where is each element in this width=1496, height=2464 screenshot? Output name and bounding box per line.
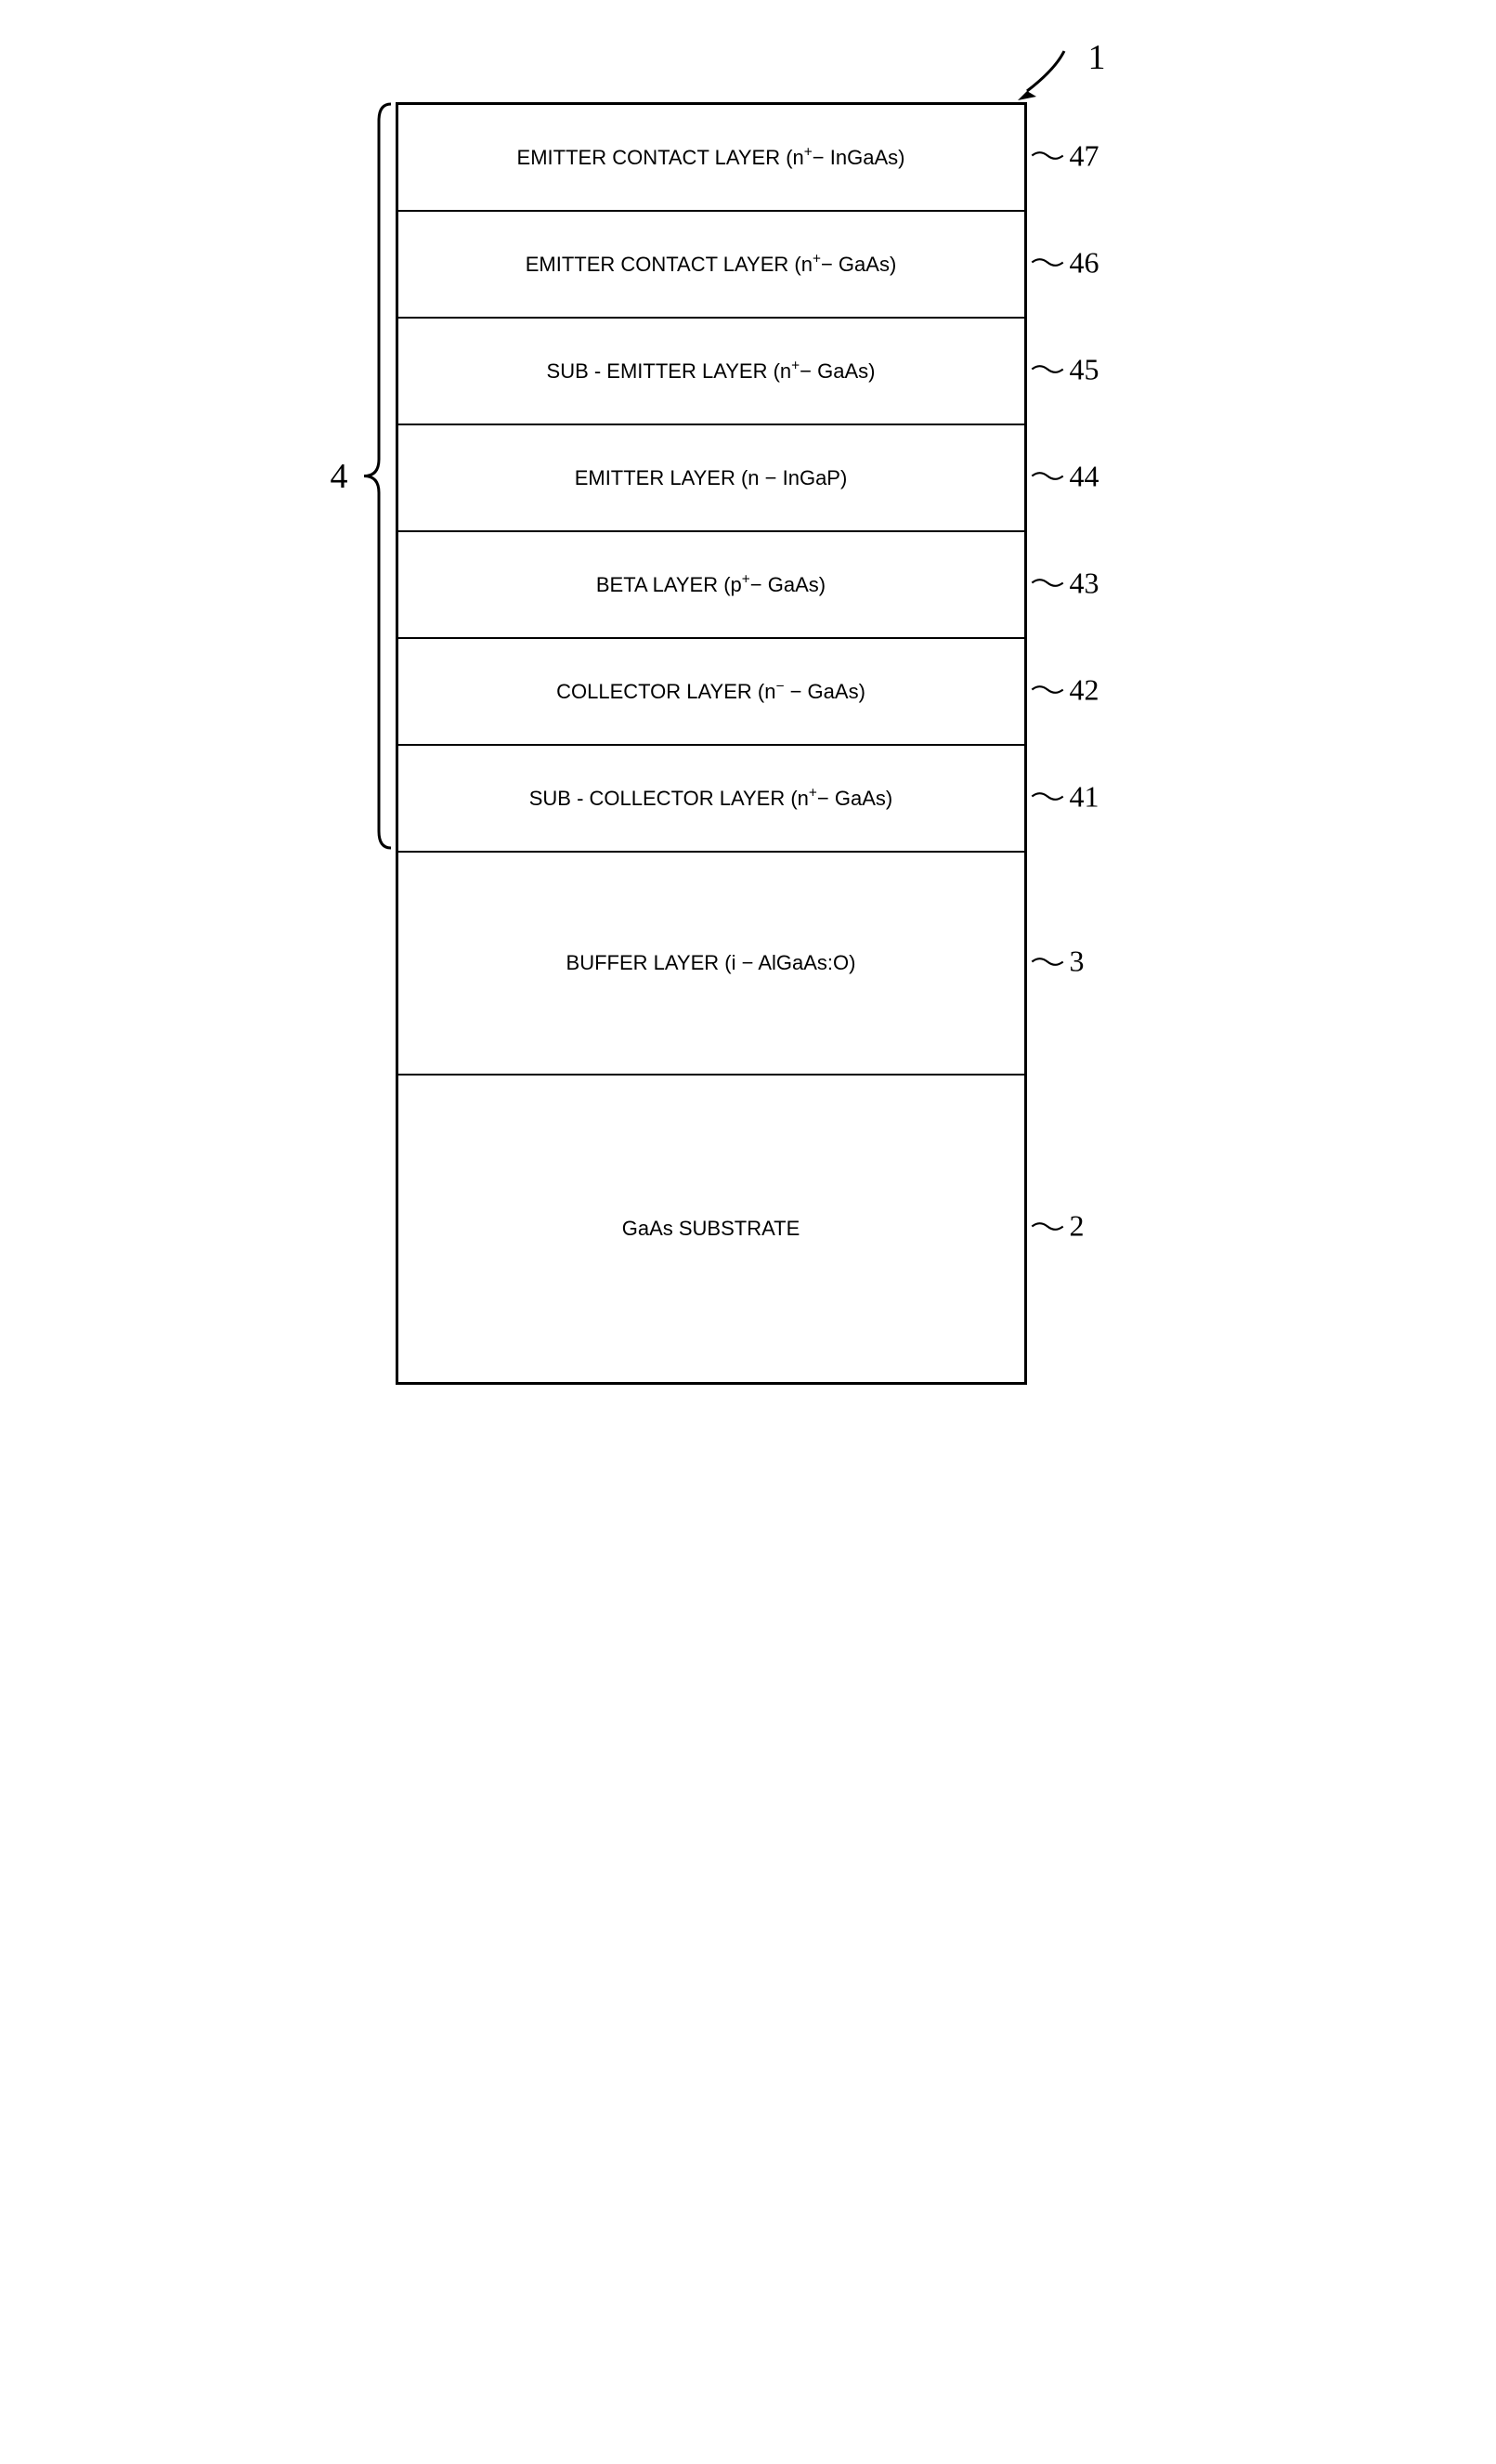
brace-group-label: 4 [331,456,348,497]
brace-curly [358,102,396,850]
layer-2: GaAs SUBSTRATE [398,1076,1024,1382]
callout-text-41: 41 [1070,779,1099,814]
hbt-layer-diagram: 1 EMITTER CONTACT LAYER (n+− InGaAs)EMIT… [331,37,1166,1385]
callout-text-44: 44 [1070,459,1099,493]
layer-label-41: SUB - COLLECTOR LAYER (n+− GaAs) [529,787,892,811]
callout-text-2: 2 [1070,1209,1085,1244]
layer-label-42: COLLECTOR LAYER (n− − GaAs) [556,680,865,704]
layer-47: EMITTER CONTACT LAYER (n+− InGaAs) [398,105,1024,212]
callout-46: 46 [1029,245,1099,280]
callout-47: 47 [1029,138,1099,173]
layer-label-3: BUFFER LAYER (i − AlGaAs:O) [566,951,856,975]
callout-2: 2 [1029,1209,1085,1244]
callout-text-47: 47 [1070,138,1099,173]
top-ref-arrow [1008,46,1073,107]
callout-41: 41 [1029,779,1099,814]
callout-43: 43 [1029,566,1099,600]
layer-label-46: EMITTER CONTACT LAYER (n+− GaAs) [526,253,897,277]
callout-text-3: 3 [1070,945,1085,979]
callout-42: 42 [1029,672,1099,707]
callout-45: 45 [1029,352,1099,386]
layer-label-2: GaAs SUBSTRATE [622,1217,800,1241]
layer-stack: EMITTER CONTACT LAYER (n+− InGaAs) EMITTE… [396,102,1027,1385]
callout-text-43: 43 [1070,566,1099,600]
layer-label-43: BETA LAYER (p+− GaAs) [596,573,826,597]
callout-44: 44 [1029,459,1099,493]
callout-text-46: 46 [1070,245,1099,280]
layer-label-45: SUB - EMITTER LAYER (n+− GaAs) [547,359,876,384]
layer-46: EMITTER CONTACT LAYER (n+− GaAs) [398,212,1024,319]
callout-text-42: 42 [1070,672,1099,707]
callout-3: 3 [1029,945,1085,979]
layer-3: BUFFER LAYER (i − AlGaAs:O) [398,853,1024,1076]
layer-43: BETA LAYER (p+− GaAs) [398,532,1024,639]
callout-text-45: 45 [1070,352,1099,386]
layer-label-44: EMITTER LAYER (n − InGaP) [575,466,848,490]
layer-44: EMITTER LAYER (n − InGaP) [398,425,1024,532]
top-ref-label: 1 [1088,37,1106,78]
layer-label-47: EMITTER CONTACT LAYER (n+− InGaAs) [517,146,905,170]
layer-45: SUB - EMITTER LAYER (n+− GaAs) [398,319,1024,425]
layer-42: COLLECTOR LAYER (n− − GaAs) [398,639,1024,746]
layer-41: SUB - COLLECTOR LAYER (n+− GaAs) [398,746,1024,853]
